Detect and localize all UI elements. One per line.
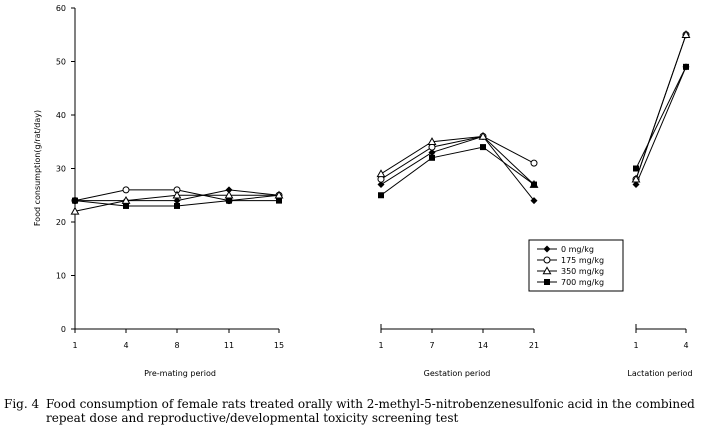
panel-3: 1 4 Lactation period [627, 30, 693, 378]
x-tick-label: 4 [683, 341, 688, 350]
x-tick-label: 1 [72, 341, 77, 350]
data-point [428, 148, 436, 156]
data-point [480, 144, 486, 151]
legend-label: 0 mg/kg [561, 245, 594, 254]
series-3 [631, 30, 691, 183]
data-point [72, 197, 78, 204]
y-axis: 0 10 20 30 40 50 60 [56, 4, 76, 334]
x-tick-label: 1 [633, 341, 638, 350]
panel-2: 1 7 14 21 Gestation period [376, 131, 539, 378]
data-point [631, 174, 641, 183]
x-tick-label: 1 [378, 341, 383, 350]
series-1 [632, 63, 690, 189]
data-point [378, 192, 384, 199]
data-point [226, 197, 232, 204]
series-4 [72, 197, 282, 209]
food-consumption-chart: 0 10 20 30 40 50 60 Food consumption(g/rat/day… [33, 4, 693, 378]
legend-label: 700 mg/kg [561, 278, 604, 287]
panel-1: 1 4 8 11 15 Pre-mating period [70, 186, 284, 378]
series-4 [378, 144, 537, 199]
data-point [276, 197, 282, 204]
data-point [123, 202, 129, 209]
y-tick-label: 30 [56, 165, 66, 174]
legend-marker [544, 279, 550, 285]
x-tick-label: 8 [174, 341, 179, 350]
series-line [380, 146, 535, 196]
legend-label: 175 mg/kg [561, 256, 604, 265]
period-label: Gestation period [424, 369, 491, 378]
data-point [377, 181, 385, 189]
series-3 [376, 131, 539, 188]
data-point [632, 181, 640, 189]
data-point [531, 181, 537, 188]
legend-marker [543, 256, 551, 264]
legend-label: 350 mg/kg [561, 267, 604, 276]
x-tick-label: 14 [478, 341, 488, 350]
series-line [635, 66, 687, 169]
data-point [122, 186, 130, 194]
caption-text: Food consumption of female rats treated … [46, 397, 695, 425]
legend-marker [542, 266, 552, 275]
x-tick-label: 11 [224, 341, 234, 350]
y-tick-label: 40 [56, 111, 66, 120]
x-tick-label: 15 [274, 341, 284, 350]
data-point [530, 197, 538, 205]
data-point [683, 63, 689, 70]
data-point [225, 186, 233, 194]
x-tick-label: 7 [429, 341, 434, 350]
data-point [530, 159, 538, 167]
y-tick-label: 10 [56, 272, 66, 281]
y-tick-label: 20 [56, 218, 66, 227]
data-point [174, 202, 180, 209]
y-tick-label: 0 [61, 325, 66, 334]
data-point [173, 197, 181, 205]
data-point [70, 206, 80, 215]
legend: 0 mg/kg 175 mg/kg 350 mg/kg 700 mg/kg [528, 239, 624, 292]
legend-marker [543, 245, 551, 253]
y-axis-label: Food consumption(g/rat/day) [33, 110, 42, 226]
data-point [633, 165, 639, 172]
series-line [635, 34, 687, 180]
data-point [376, 169, 386, 178]
caption-label: Fig. 4 [4, 397, 40, 411]
data-point [478, 131, 488, 140]
y-tick-label: 50 [56, 58, 66, 67]
period-label: Lactation period [627, 369, 692, 378]
x-tick-label: 4 [123, 341, 128, 350]
data-point [427, 137, 437, 146]
data-point [172, 190, 182, 199]
data-point [681, 30, 691, 39]
series-line [380, 135, 535, 185]
series-line [380, 135, 535, 180]
series-4 [633, 63, 689, 172]
series-1 [377, 132, 538, 205]
series-line [380, 135, 535, 201]
figure-caption: Fig. 4 Food consumption of female rats tr… [4, 397, 704, 425]
y-tick-label: 60 [56, 4, 66, 13]
period-label: Pre-mating period [144, 369, 216, 378]
series-line [635, 66, 687, 185]
x-tick-label: 21 [529, 341, 539, 350]
data-point [429, 154, 435, 161]
